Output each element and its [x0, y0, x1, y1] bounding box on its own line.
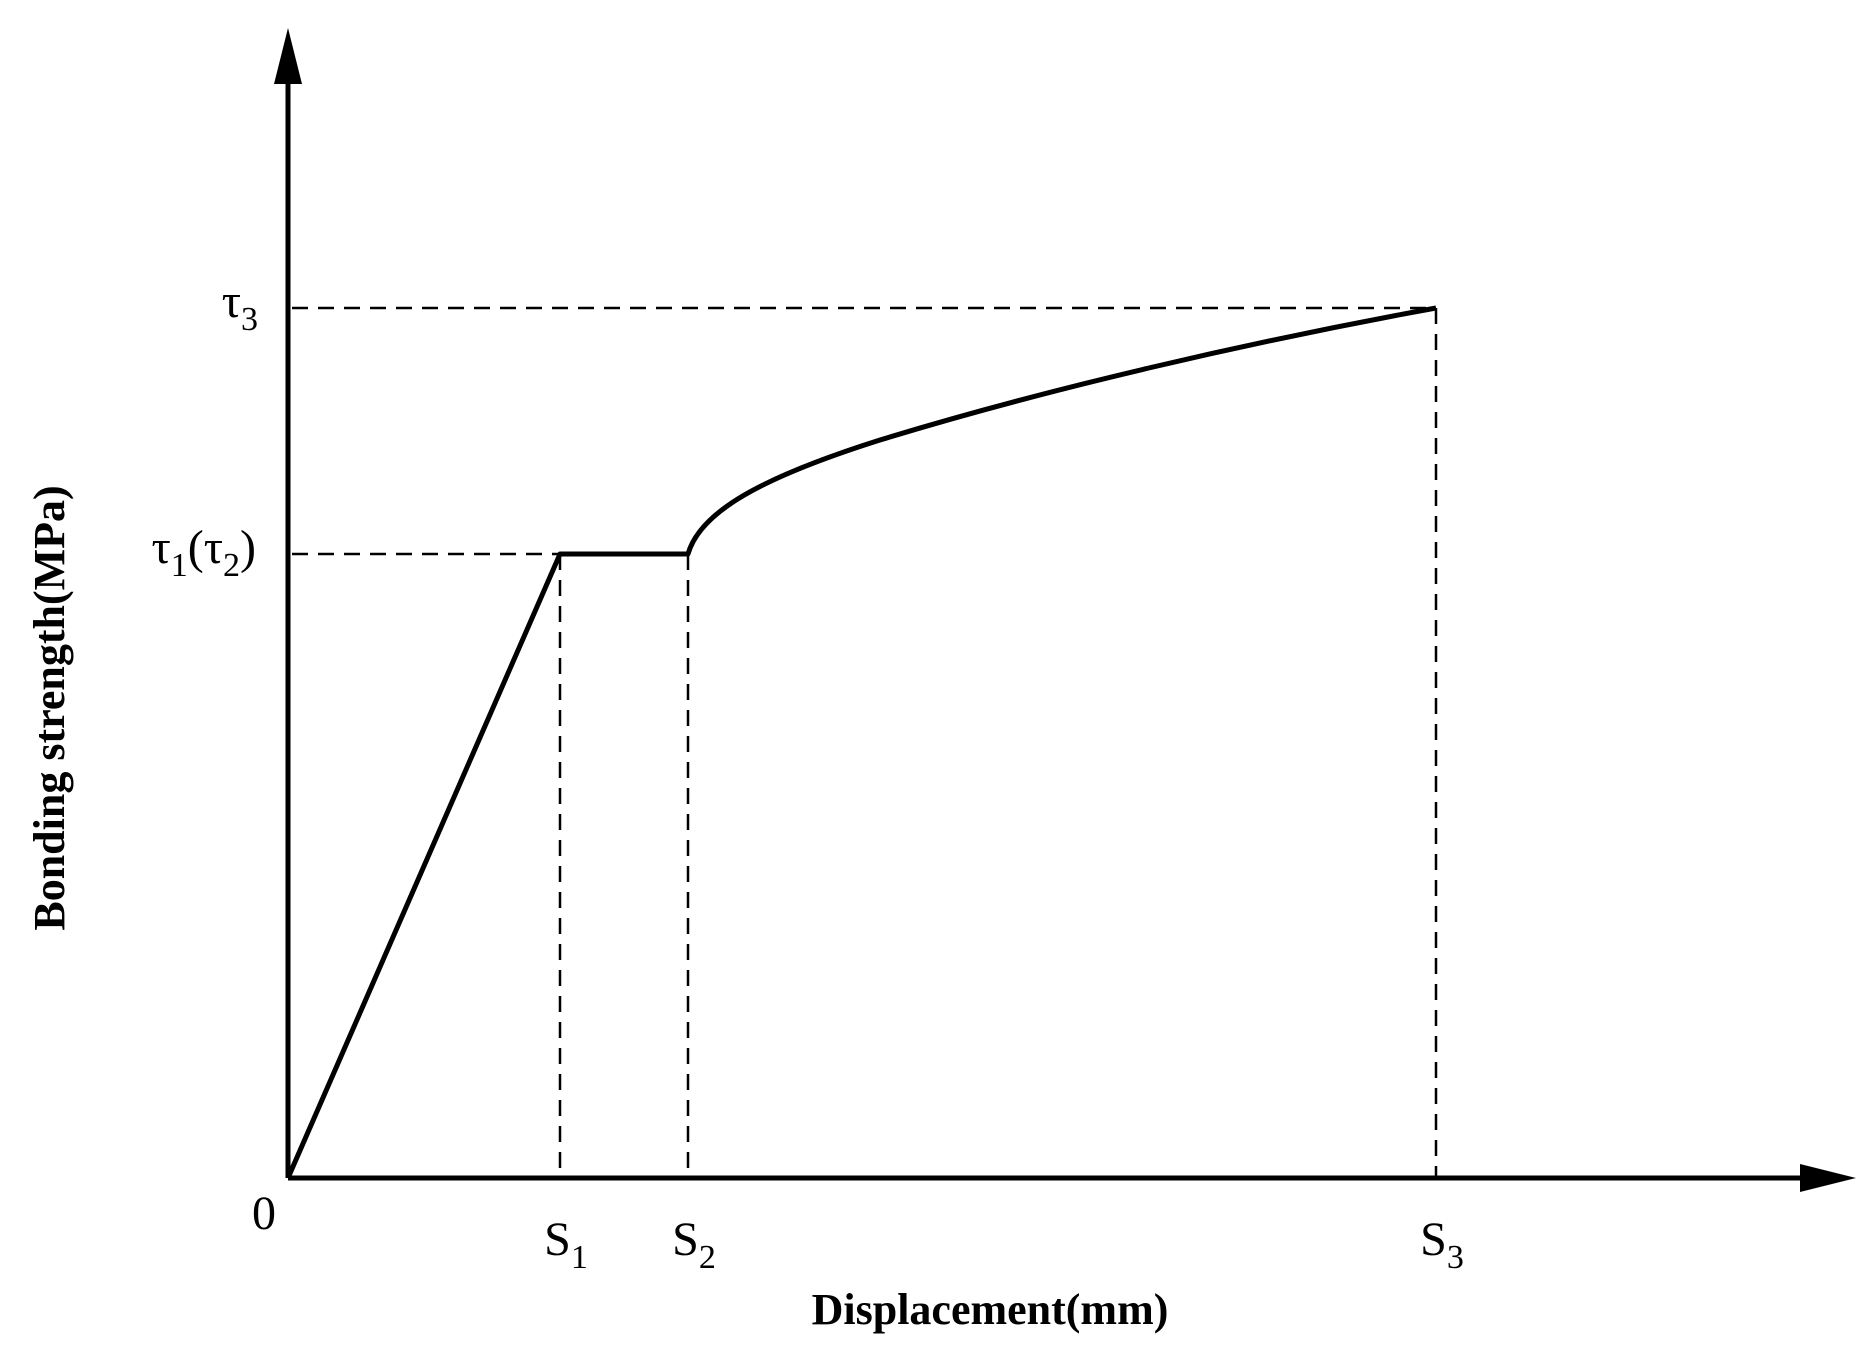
- y-label: τ3: [222, 275, 258, 338]
- x-label: S1: [544, 1213, 588, 1276]
- label-text: τ: [222, 275, 241, 328]
- subscript: 2: [223, 547, 240, 584]
- label-text: (τ: [188, 521, 223, 574]
- label-text: S: [544, 1213, 571, 1266]
- subscript: 1: [571, 1239, 588, 1276]
- label-text: S: [1420, 1213, 1447, 1266]
- x-label: S3: [1420, 1213, 1464, 1276]
- y-axis-arrow: [274, 28, 302, 84]
- subscript: 3: [1447, 1239, 1464, 1276]
- x-label: S2: [672, 1213, 716, 1276]
- subscript: 2: [699, 1239, 716, 1276]
- bond-slip-curve: [285, 305, 1437, 1179]
- x-axis-arrow: [1800, 1164, 1856, 1192]
- subscript: 3: [241, 301, 258, 338]
- y-label: τ1(τ2): [151, 521, 256, 584]
- origin-label: 0: [252, 1187, 276, 1240]
- x-axis-title: Displacement(mm): [812, 1285, 1169, 1334]
- label-text: τ: [151, 521, 170, 574]
- y-axis-title: Bonding strength(MPa): [25, 485, 74, 930]
- subscript: 1: [171, 547, 188, 584]
- label-text: ): [240, 521, 256, 574]
- label-text: S: [672, 1213, 699, 1266]
